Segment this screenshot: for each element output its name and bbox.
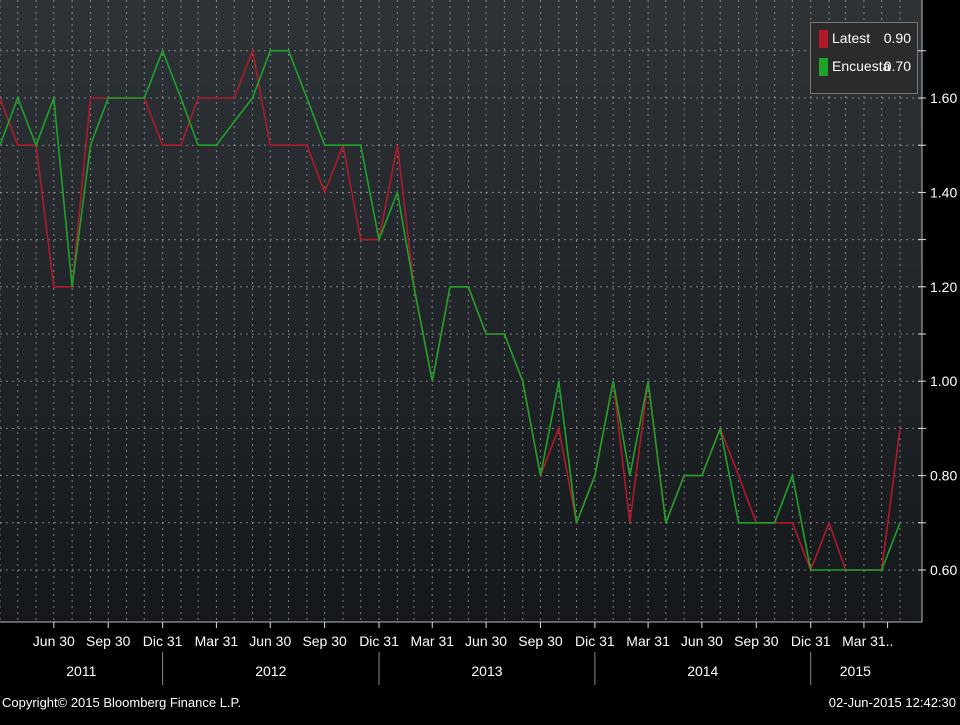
y-tick-label: 1.40	[930, 184, 957, 200]
y-axis: 0.60 0.80 1.00 1.20 1.40 1.60	[918, 0, 957, 622]
y-tick-label: 1.20	[930, 279, 957, 295]
series-lines	[0, 47, 901, 573]
x-tick-label: Mar 31	[195, 633, 239, 649]
x-tick-label: Mar 31	[410, 633, 454, 649]
year-label: 2015	[840, 663, 871, 679]
x-tick-label: Sep 30	[302, 633, 347, 649]
year-label: 2014	[687, 663, 718, 679]
legend-label-latest: Latest	[832, 30, 871, 46]
legend-label-encuesta: Encuesta	[832, 58, 891, 74]
legend-value-latest: 0.90	[883, 30, 911, 46]
x-tick-label: Jun 30	[465, 633, 507, 649]
copyright-text: Copyright© 2015 Bloomberg Finance L.P.	[2, 695, 242, 710]
x-tick-label: Mar 31	[842, 633, 886, 649]
x-tick-label: Sep 30	[518, 633, 563, 649]
x-tick-label: Jun 30	[249, 633, 291, 649]
plot-area	[0, 0, 922, 622]
legend: Latest 0.90 Encuesta 0.70	[810, 22, 918, 94]
x-tick-label: Mar 31	[626, 633, 670, 649]
x-tick-label: Jun 30	[33, 633, 75, 649]
legend-swatch-latest	[819, 30, 828, 48]
x-tick-label: Sep 30	[734, 633, 779, 649]
series-line-encuesta	[0, 48, 901, 571]
year-label: 2013	[471, 663, 502, 679]
x-axis: Jun 30 Sep 30 Dic 31 Mar 31 Jun 30 Sep 30 Dic …	[0, 621, 922, 685]
y-tick-label: 1.00	[930, 373, 957, 389]
gridlines	[0, 0, 922, 622]
legend-item-encuesta: Encuesta 0.70	[819, 55, 915, 77]
y-tick-label: 0.60	[930, 562, 957, 578]
y-tick-label: 1.60	[930, 90, 957, 106]
timestamp-text: 02-Jun-2015 12:42:30	[828, 695, 956, 710]
x-tick-label: Sep 30	[86, 633, 131, 649]
legend-item-latest: Latest 0.90	[819, 27, 915, 49]
legend-swatch-encuesta	[819, 58, 828, 76]
y-tick-label: 0.80	[930, 468, 957, 484]
x-tick-label: Dic 31	[359, 633, 399, 649]
x-tick-label: Dic 31	[143, 633, 183, 649]
x-tick-label: Jun 30	[681, 633, 723, 649]
x-tick-label: ...	[882, 633, 894, 649]
year-label: 2012	[255, 663, 286, 679]
x-tick-label: Dic 31	[575, 633, 615, 649]
legend-value-encuesta: 0.70	[883, 58, 911, 74]
x-tick-label: Dic 31	[791, 633, 831, 649]
year-label: 2011	[66, 663, 96, 679]
